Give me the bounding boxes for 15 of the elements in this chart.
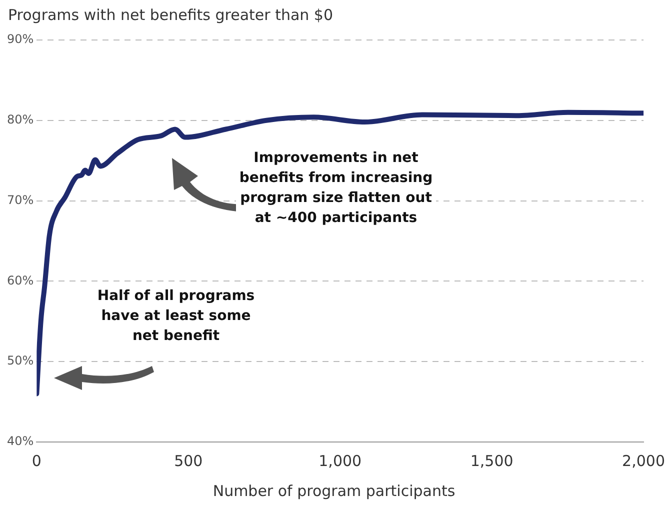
annotation: Improvements in net benefits from increasing program size flatten out at ~400 participants	[236, 148, 436, 228]
x-tick-label: 1,000	[318, 452, 362, 470]
x-axis-title: Number of program participants	[212, 482, 456, 500]
chart-title: Programs with net benefits greater than $0	[8, 6, 334, 24]
x-tick-label: 0	[32, 452, 42, 470]
x-tick-label: 2,000	[622, 452, 666, 470]
y-tick-label: 70%	[7, 192, 34, 207]
x-tick-label: 500	[174, 452, 203, 470]
y-tick-label: 60%	[7, 273, 34, 288]
y-tick-label: 90%	[7, 32, 34, 46]
y-tick-label: 40%	[7, 434, 34, 448]
x-tick-label: 1,500	[470, 452, 514, 470]
y-tick-label: 80%	[7, 112, 34, 127]
y-tick-label: 50%	[7, 354, 34, 368]
annotation: Half of all programs have at least some net benefit	[96, 286, 256, 346]
